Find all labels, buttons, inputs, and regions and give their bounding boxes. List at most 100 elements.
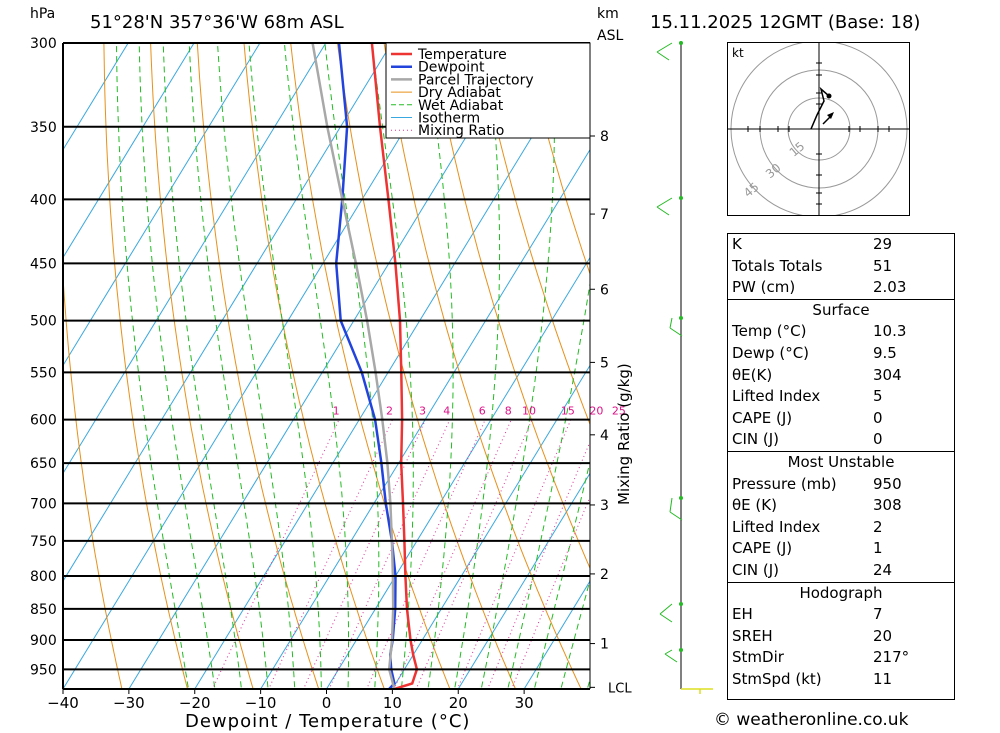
km-tick-label: 5 (600, 355, 609, 371)
hodo-row-eh: EH 7 (728, 604, 954, 626)
x-tick-label: −10 (245, 694, 277, 712)
wind-barb (664, 649, 678, 663)
index-label: θE(K) (732, 365, 773, 384)
surface-row-lifted-index: Lifted Index 5 (728, 386, 954, 408)
hodograph-section-title: Hodograph (728, 581, 954, 605)
index-label: StmSpd (kt) (732, 669, 822, 688)
km-tick-label: 7 (600, 207, 609, 223)
wet-adiabat-line (138, 43, 216, 689)
hodo-row-sreh: SREH 20 (728, 626, 954, 648)
mixing-ratio-label: 20 (589, 405, 603, 418)
x-tick-label: 20 (449, 694, 468, 712)
km-tick-label: 8 (600, 129, 609, 145)
wind-barb (669, 317, 683, 337)
hodograph-trace (810, 86, 830, 130)
index-label: CIN (J) (732, 430, 780, 449)
wet-adiabat-line (454, 43, 501, 689)
km-label: km (597, 6, 619, 22)
mixing-ratio-label: 1 (333, 405, 340, 418)
legend-entry: Dewpoint (418, 60, 485, 76)
index-value: 9.5 (873, 343, 897, 362)
mixing-ratio-label: 4 (443, 405, 450, 418)
km-tick-label: 2 (600, 567, 609, 583)
wet-adiabat-line (480, 43, 556, 689)
surface-row-temp: Temp (°C) 10.3 (728, 321, 954, 343)
index-label: Totals Totals (732, 256, 823, 275)
wind-level-marker (679, 602, 683, 606)
isotherm-line (63, 43, 393, 583)
x-tick-label: −40 (47, 694, 79, 712)
wet-adiabat-line (425, 43, 454, 689)
hodo-row-stmspd: StmSpd (kt) 11 (728, 669, 954, 691)
mixing-ratio-line (415, 419, 533, 689)
wet-adiabat-line (162, 43, 242, 689)
pressure-tick-label: 950 (30, 662, 57, 678)
isotherm-line (194, 43, 590, 689)
surface-row-theta-e: θE(K) 304 (728, 365, 954, 387)
pressure-tick-label: 500 (30, 314, 57, 330)
isotherm-line (63, 43, 458, 689)
index-label: StmDir (732, 648, 784, 667)
hodograph-ticks (747, 62, 890, 205)
index-row-totals-totals: Totals Totals 51 (728, 256, 954, 278)
hodograph-end-marker (826, 93, 832, 99)
most-unstable-section-title: Most Unstable (728, 450, 954, 474)
hodograph-panel: kt 15 30 45 (727, 42, 910, 216)
x-tick-label: 10 (383, 694, 402, 712)
km-tick-label: 6 (600, 282, 609, 298)
pressure-tick-label: 700 (30, 496, 57, 512)
wet-adiabat-line (217, 43, 296, 689)
hpa-label: hPa (30, 6, 55, 22)
surface-section-title: Surface (728, 298, 954, 322)
mixing-ratio-line (456, 419, 572, 689)
index-label: θE (K) (732, 496, 777, 515)
dry-adiabat-line (196, 43, 320, 689)
index-value: 24 (873, 560, 893, 579)
mixing-ratio-line (268, 419, 393, 689)
index-value: 217° (873, 648, 910, 667)
mixing-ratio-label: 8 (505, 405, 512, 418)
wet-adiabat-line (188, 43, 269, 689)
index-value: 0 (873, 430, 883, 449)
dry-adiabat-line (63, 269, 123, 689)
isotherm-line (63, 43, 195, 259)
index-value: 5 (873, 387, 883, 406)
copyright-link[interactable]: © weatheronline.co.uk (714, 710, 909, 730)
index-label: CIN (J) (732, 560, 780, 579)
wind-level-marker (679, 648, 683, 652)
isotherm-line (457, 472, 590, 689)
index-label: Lifted Index (732, 517, 821, 536)
mu-row-cape: CAPE (J) 1 (728, 538, 954, 560)
x-tick-label: −20 (179, 694, 211, 712)
mixing-ratio-label: 2 (386, 405, 393, 418)
index-value: 20 (873, 626, 893, 645)
wind-level-marker (679, 196, 683, 200)
wind-level-marker (679, 496, 683, 500)
wind-barb (656, 197, 673, 216)
index-table: K 29 Totals Totals 51 PW (cm) 2.03 Surface … (727, 233, 955, 700)
km-tick-label: 4 (600, 428, 609, 444)
mixing-ratio-line (487, 440, 590, 689)
wet-adiabat-line (283, 43, 349, 689)
mu-row-theta-e: θE (K) 308 (728, 495, 954, 517)
wet-adiabat-line (560, 578, 590, 689)
datetime-title: 15.11.2025 12GMT (Base: 18) (650, 12, 920, 33)
index-label: CAPE (J) (732, 408, 793, 427)
mu-row-pressure: Pressure (mb) 950 (728, 474, 954, 496)
dry-adiabat-line (974, 6, 1000, 698)
index-value: 0 (873, 408, 883, 427)
hodo-row-stmdir: StmDir 217° (728, 647, 954, 669)
index-value: 2.03 (873, 278, 907, 297)
index-value: 304 (873, 365, 902, 384)
hodograph-ring-label-30: 30 (763, 161, 784, 182)
mixing-ratio-axis-label: Mixing Ratio (g/kg) (615, 363, 633, 505)
index-label: CAPE (J) (732, 539, 793, 558)
pressure-tick-label: 600 (30, 413, 57, 429)
isotherm-line (128, 43, 524, 689)
hodograph-plot: kt 15 30 45 (728, 43, 909, 215)
legend-entry: Isotherm (418, 111, 480, 127)
surface-wind-barb (681, 688, 713, 694)
dry-adiabat-line (103, 43, 189, 689)
legend-entry: Mixing Ratio (418, 123, 504, 139)
